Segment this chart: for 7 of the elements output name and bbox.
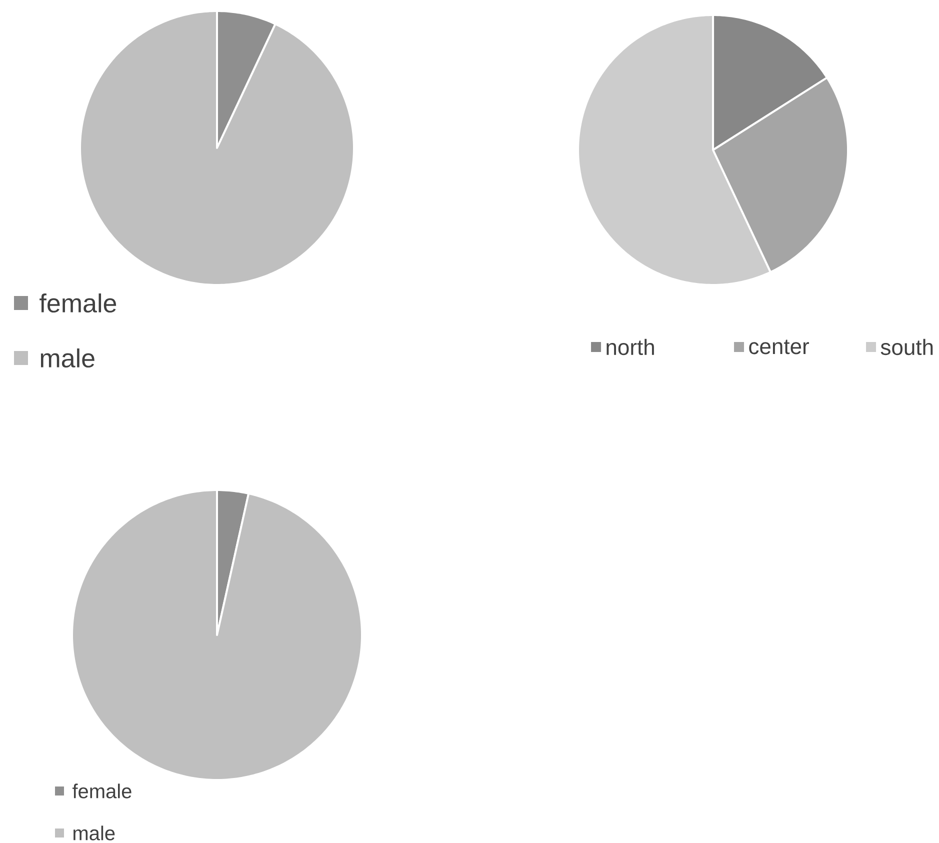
- legend-label: male: [74, 826, 115, 840]
- legend-label: female: [72, 784, 132, 798]
- legend-label: female: [40, 293, 116, 313]
- legend-label: male: [40, 348, 94, 368]
- legend-label: north: [606, 338, 654, 356]
- legend-label: center: [749, 340, 809, 354]
- legend-label: south: [880, 338, 933, 356]
